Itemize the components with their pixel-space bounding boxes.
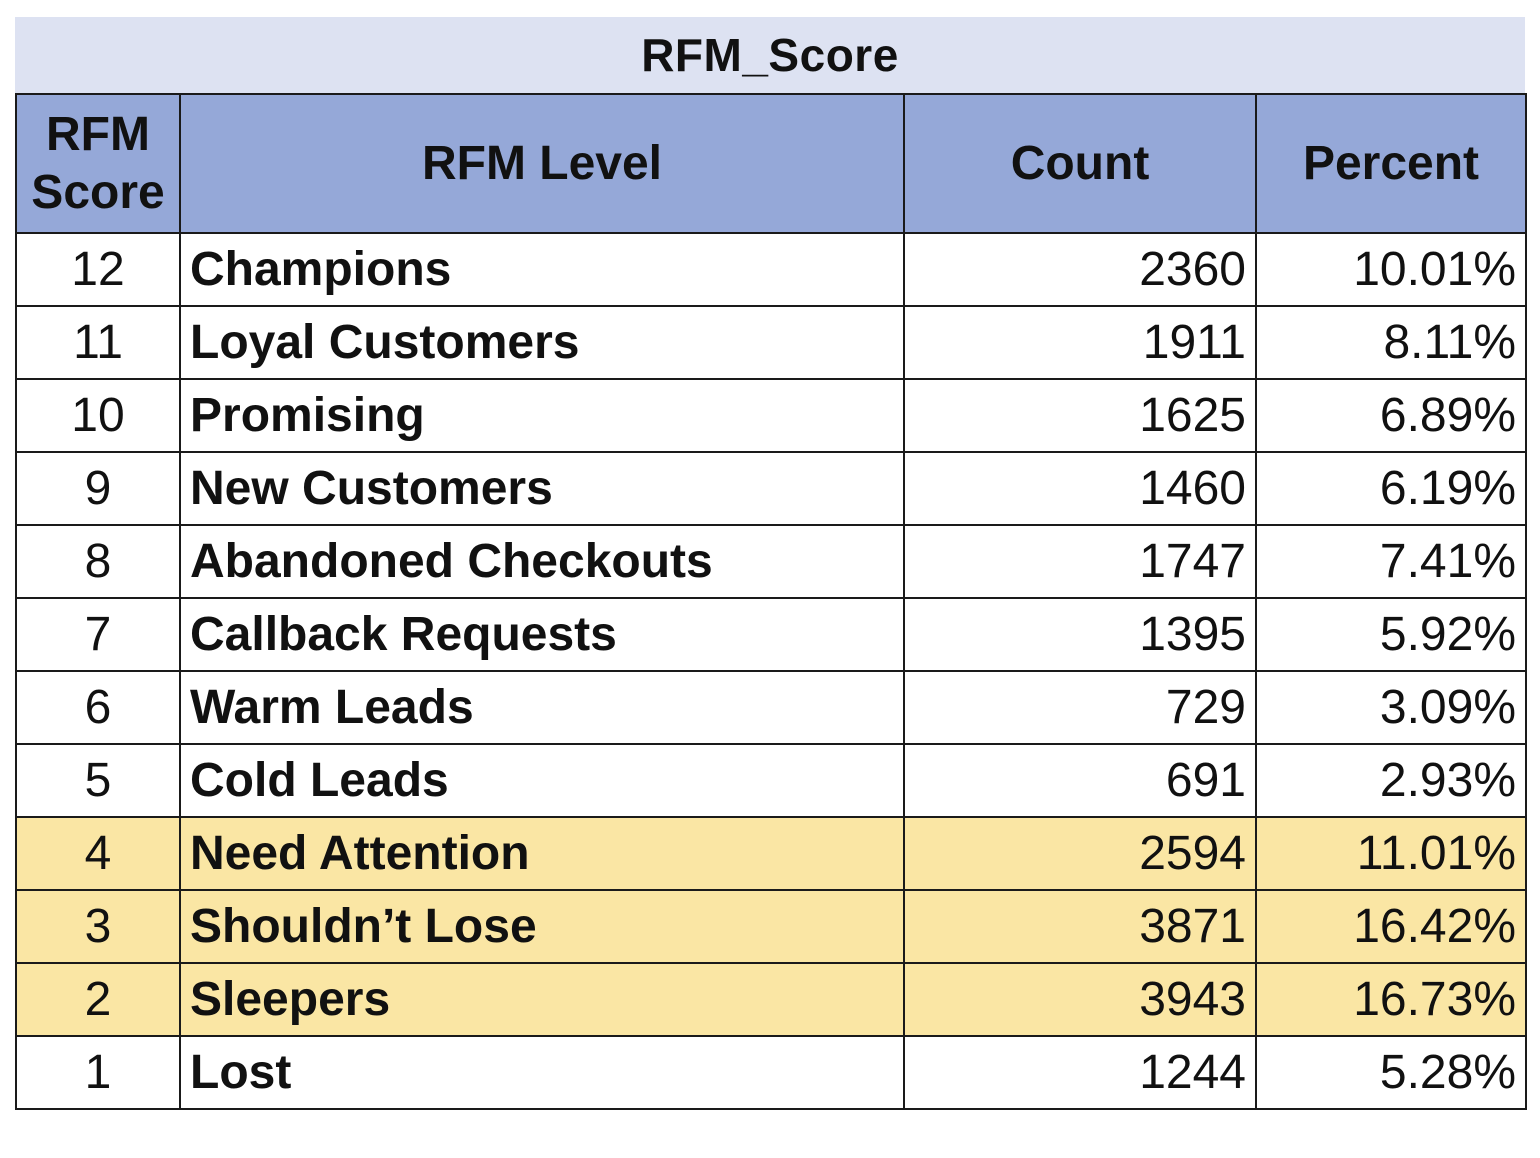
table-row: 7 Callback Requests 1395 5.92% [15,597,1527,672]
percent-cell: 16.42% [1255,889,1527,964]
score-cell: 6 [15,670,181,745]
count-cell: 3943 [903,962,1257,1037]
count-cell: 1747 [903,524,1257,599]
level-cell: Promising [179,378,905,453]
table-row: 2 Sleepers 3943 16.73% [15,962,1527,1037]
count-cell: 2360 [903,232,1257,307]
percent-cell: 6.89% [1255,378,1527,453]
level-cell: Warm Leads [179,670,905,745]
count-cell: 691 [903,743,1257,818]
table-row: 6 Warm Leads 729 3.09% [15,670,1527,745]
count-cell: 2594 [903,816,1257,891]
level-cell: Abandoned Checkouts [179,524,905,599]
score-cell: 10 [15,378,181,453]
percent-cell: 5.28% [1255,1035,1527,1110]
header-row: RFM Score RFM Level Count Percent [15,93,1527,234]
table-row: 9 New Customers 1460 6.19% [15,451,1527,526]
percent-cell: 8.11% [1255,305,1527,380]
count-cell: 3871 [903,889,1257,964]
rfm-score-sheet: RFM_Score RFM Score RFM Level Count Perc… [15,17,1527,1110]
percent-cell: 2.93% [1255,743,1527,818]
score-cell: 5 [15,743,181,818]
score-cell: 11 [15,305,181,380]
table-body: 12 Champions 2360 10.01% 11 Loyal Customers 19… [15,232,1527,1110]
table-row: 8 Abandoned Checkouts 1747 7.41% [15,524,1527,599]
count-cell: 729 [903,670,1257,745]
percent-cell: 16.73% [1255,962,1527,1037]
level-cell: Shouldn’t Lose [179,889,905,964]
level-cell: Sleepers [179,962,905,1037]
table-row: 4 Need Attention 2594 11.01% [15,816,1527,891]
level-cell: Loyal Customers [179,305,905,380]
count-cell: 1460 [903,451,1257,526]
level-cell: Need Attention [179,816,905,891]
percent-cell: 11.01% [1255,816,1527,891]
percent-cell: 7.41% [1255,524,1527,599]
table-row: 1 Lost 1244 5.28% [15,1035,1527,1110]
percent-cell: 5.92% [1255,597,1527,672]
table-row: 5 Cold Leads 691 2.93% [15,743,1527,818]
score-cell: 4 [15,816,181,891]
level-cell: New Customers [179,451,905,526]
level-cell: Champions [179,232,905,307]
count-cell: 1244 [903,1035,1257,1110]
header-rfm-score: RFM Score [15,93,181,234]
table-row: 10 Promising 1625 6.89% [15,378,1527,453]
percent-cell: 10.01% [1255,232,1527,307]
score-cell: 3 [15,889,181,964]
rfm-table: RFM Score RFM Level Count Percent 12 Cham… [15,93,1527,1110]
level-cell: Lost [179,1035,905,1110]
count-cell: 1625 [903,378,1257,453]
count-cell: 1911 [903,305,1257,380]
count-cell: 1395 [903,597,1257,672]
score-cell: 7 [15,597,181,672]
score-cell: 9 [15,451,181,526]
table-row: 3 Shouldn’t Lose 3871 16.42% [15,889,1527,964]
level-cell: Callback Requests [179,597,905,672]
level-cell: Cold Leads [179,743,905,818]
percent-cell: 3.09% [1255,670,1527,745]
score-cell: 12 [15,232,181,307]
header-count: Count [903,93,1257,234]
table-title: RFM_Score [15,17,1525,93]
score-cell: 2 [15,962,181,1037]
table-row: 12 Champions 2360 10.01% [15,232,1527,307]
header-percent: Percent [1255,93,1527,234]
score-cell: 8 [15,524,181,599]
score-cell: 1 [15,1035,181,1110]
header-rfm-level: RFM Level [179,93,905,234]
percent-cell: 6.19% [1255,451,1527,526]
table-row: 11 Loyal Customers 1911 8.11% [15,305,1527,380]
